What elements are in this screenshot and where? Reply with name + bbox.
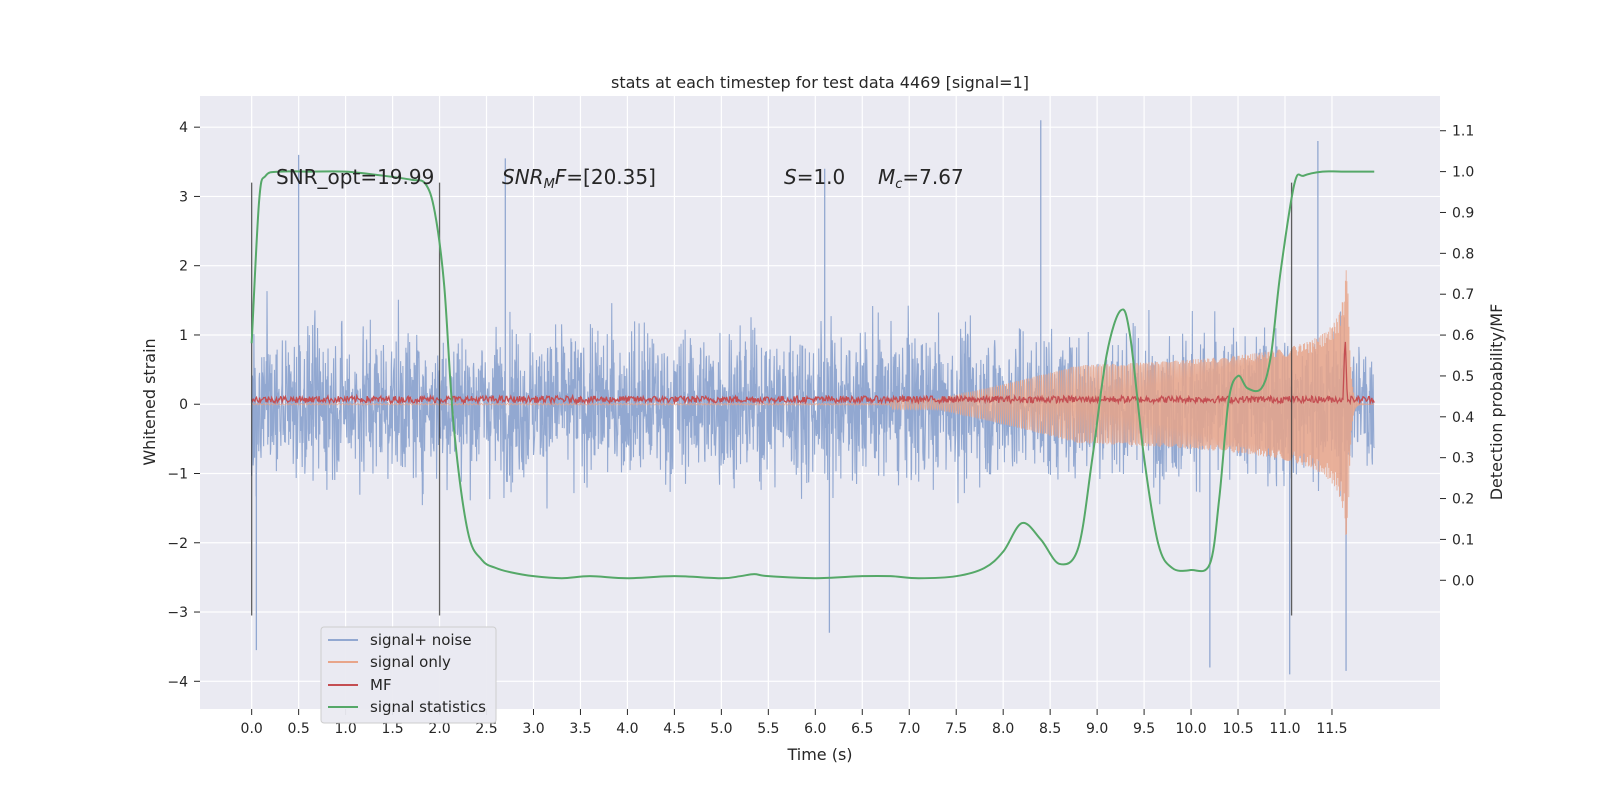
y2-tick-label-3: 0.3 [1452, 451, 1474, 467]
annotation-mc: Mc=7.67 [878, 165, 964, 192]
x-tick-label-15: 7.5 [945, 721, 967, 737]
y-tick-label-3: −1 [167, 466, 188, 482]
signal-only-line [251, 270, 1375, 535]
vertical-markers [251, 182, 1293, 616]
y2-tick-label-5: 0.5 [1452, 369, 1474, 385]
x-tick-label-14: 7.0 [898, 721, 920, 737]
legend-label-signal-only: signal only [370, 653, 451, 671]
annotation-s: S=1.0 [784, 165, 845, 189]
y2-tick-label-7: 0.7 [1452, 287, 1474, 303]
y2-tick-label-4: 0.4 [1452, 410, 1474, 426]
x-tick-label-17: 8.5 [1039, 721, 1061, 737]
mf-series [251, 341, 1375, 406]
mf-line [251, 341, 1375, 406]
annotation-snr-mf: SNRMF=[20.35] [502, 165, 656, 192]
legend-label-signal-statistics: signal statistics [370, 698, 486, 716]
x-tick-label-11: 5.5 [757, 721, 779, 737]
y2-tick-label-2: 0.2 [1452, 492, 1474, 508]
x-tick-label-23: 11.5 [1316, 721, 1347, 737]
signal-statistics-line [250, 170, 1375, 580]
x-tick-label-10: 5.0 [710, 721, 732, 737]
x-tick-label-1: 0.5 [288, 721, 310, 737]
y2-tick-label-11: 1.1 [1452, 124, 1474, 140]
y2-tick-label-10: 1.0 [1452, 165, 1474, 181]
x-tick-label-16: 8.0 [992, 721, 1014, 737]
legend-box [320, 626, 497, 724]
x-tick-label-0: 0.0 [241, 721, 263, 737]
x-tick-label-3: 1.5 [381, 721, 403, 737]
legend-label-mf: MF [370, 676, 392, 694]
y-tick-label-5: 1 [179, 328, 188, 344]
x-tick-label-19: 9.5 [1133, 721, 1155, 737]
legend: signal+ noise signal only MF signal stat… [320, 626, 497, 724]
y2-axis-ticks: 0.0 0.1 0.2 0.3 0.4 0.5 0.6 0.7 0.8 0.9 1.0 1.1 [1440, 124, 1474, 589]
y-tick-label-6: 2 [179, 259, 188, 275]
y2-tick-label-9: 0.9 [1452, 205, 1474, 221]
x-tick-label-22: 11.0 [1269, 721, 1300, 737]
x-tick-label-20: 10.0 [1175, 721, 1206, 737]
x-tick-label-6: 3.0 [522, 721, 544, 737]
legend-label-signal-noise: signal+ noise [370, 631, 472, 649]
signal-statistics-series [250, 170, 1375, 580]
x-tick-label-7: 3.5 [569, 721, 591, 737]
y-tick-label-0: −4 [167, 674, 188, 690]
y2-tick-label-1: 0.1 [1452, 532, 1474, 548]
x-tick-label-2: 1.0 [334, 721, 356, 737]
x-axis-ticks: 0.0 0.5 1.0 1.5 2.0 2.5 3.0 3.5 4.0 4.5 5.0 5.5 6.0 6… [241, 709, 1348, 737]
y-axis-label: Whitened strain [140, 338, 159, 465]
y2-tick-label-8: 0.8 [1452, 246, 1474, 262]
signal-only-series [251, 270, 1375, 535]
plot-area [250, 120, 1375, 675]
x-tick-label-9: 4.5 [663, 721, 685, 737]
y2-tick-label-0: 0.0 [1452, 573, 1474, 589]
x-tick-label-21: 10.5 [1222, 721, 1253, 737]
chart-title: stats at each timestep for test data 446… [611, 73, 1029, 92]
x-tick-label-8: 4.0 [616, 721, 638, 737]
y-axis-ticks: −4 −3 −2 −1 0 1 2 3 4 [167, 120, 200, 690]
x-tick-label-12: 6.0 [804, 721, 826, 737]
y-tick-label-4: 0 [179, 397, 188, 413]
y2-tick-label-6: 0.6 [1452, 328, 1474, 344]
y-tick-label-8: 4 [179, 120, 188, 136]
x-tick-label-18: 9.0 [1086, 721, 1108, 737]
y2-axis-label: Detection probability/MF [1487, 304, 1506, 501]
y-tick-label-1: −3 [167, 605, 188, 621]
x-axis-label: Time (s) [786, 745, 852, 764]
x-tick-label-4: 2.0 [428, 721, 450, 737]
annotation-snr-opt: SNR_opt=19.99 [276, 165, 434, 189]
x-tick-label-13: 6.5 [851, 721, 873, 737]
y-tick-label-7: 3 [179, 189, 188, 205]
y-tick-label-2: −2 [167, 536, 188, 552]
x-tick-label-5: 2.5 [475, 721, 497, 737]
